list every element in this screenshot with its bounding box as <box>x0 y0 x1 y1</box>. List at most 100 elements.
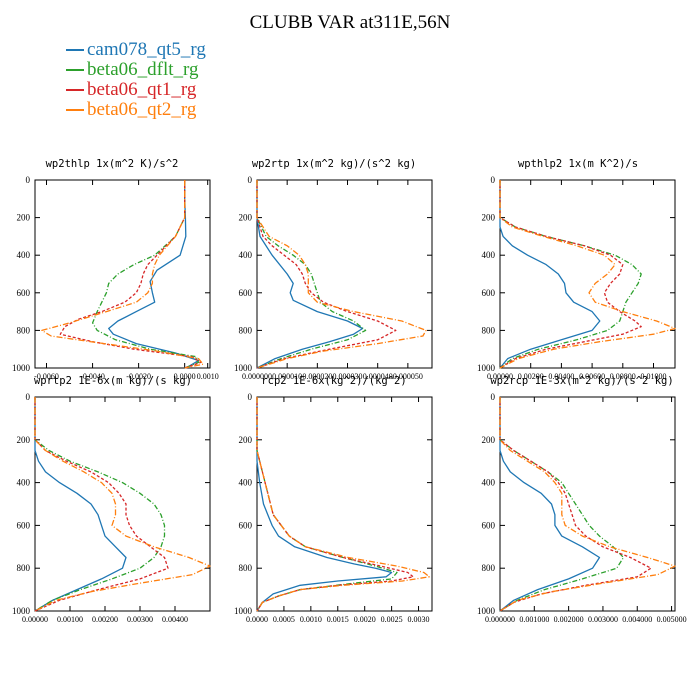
x-tick-label: 0.002000 <box>554 615 584 624</box>
y-tick-label: 600 <box>17 520 31 530</box>
x-tick-label: 0.000050 <box>393 372 423 381</box>
x-tick-label: 0.005000 <box>657 615 687 624</box>
x-tick-label: 0.00200 <box>518 372 544 381</box>
axes-frame <box>256 396 433 612</box>
axes-frame <box>499 179 676 369</box>
series-line-4 <box>256 180 427 369</box>
y-tick-label: 1000 <box>477 363 496 373</box>
series-line-1 <box>34 397 127 612</box>
y-tick-label: 0 <box>26 175 31 185</box>
y-tick-label: 200 <box>17 213 31 223</box>
x-tick-label: 0.00200 <box>92 615 118 624</box>
x-tick-label: 0.0030 <box>408 615 430 624</box>
axes-frame <box>34 396 211 612</box>
x-tick-label: 0.000000 <box>242 372 272 381</box>
y-tick-label: 400 <box>482 250 496 260</box>
series-line-1 <box>499 180 601 369</box>
series-line-1 <box>499 397 601 612</box>
x-tick-label: 0.000010 <box>272 372 302 381</box>
legend-item-beta06-qt2-rg: beta06_qt2_rg <box>66 100 206 120</box>
y-tick-label: 800 <box>239 563 253 573</box>
y-tick-label: 400 <box>482 478 496 488</box>
series-line-4 <box>256 397 430 612</box>
legend-swatch <box>66 69 84 71</box>
y-tick-label: 1000 <box>12 606 31 616</box>
legend-swatch <box>66 109 84 111</box>
x-tick-label: 0.000020 <box>302 372 332 381</box>
x-tick-label: -0.0040 <box>80 372 105 381</box>
series-line-3 <box>59 180 202 369</box>
y-tick-label: 800 <box>239 325 253 335</box>
x-tick-label: 0.0025 <box>381 615 403 624</box>
y-tick-label: 400 <box>239 250 253 260</box>
series-line-4 <box>499 180 676 369</box>
x-tick-label: 0.00800 <box>610 372 636 381</box>
y-tick-label: 600 <box>239 288 253 298</box>
y-tick-label: 600 <box>239 520 253 530</box>
legend-label: cam078_qt5_rg <box>87 39 206 60</box>
y-tick-label: 400 <box>17 250 31 260</box>
panel-title-wpthlp2: wpthlp2 1x(m K^2)/s <box>517 158 639 170</box>
legend-label: beta06_dflt_rg <box>87 59 199 80</box>
y-tick-label: 200 <box>239 213 253 223</box>
legend-swatch <box>66 49 84 51</box>
x-tick-label: -0.0020 <box>126 372 151 381</box>
legend-item-beta06-qt1-rg: beta06_qt1_rg <box>66 80 206 100</box>
panel-title-wp2rtp: wp2rtp 1x(m^2 kg)/(s^2 kg) <box>251 158 417 170</box>
x-tick-label: 0.000000 <box>485 615 515 624</box>
series-line-4 <box>41 180 204 369</box>
y-tick-label: 600 <box>482 520 496 530</box>
x-tick-label: 0.0010 <box>197 372 219 381</box>
x-tick-label: -0.0060 <box>34 372 59 381</box>
series-line-2 <box>34 397 166 612</box>
x-tick-label: 0.0000 <box>246 615 268 624</box>
panel-1: 0 200 400 600 800 1000-0.0060 -0.0040 -0.0020 0.… <box>12 175 219 381</box>
chart-title: CLUBB VAR at311E,56N <box>249 12 451 33</box>
y-tick-label: 1000 <box>234 606 253 616</box>
series-line-4 <box>34 397 211 612</box>
x-tick-label: 0.00600 <box>579 372 605 381</box>
x-tick-label: 0.000030 <box>333 372 363 381</box>
legend-label: beta06_qt1_rg <box>87 79 197 100</box>
x-tick-label: 0.0020 <box>354 615 376 624</box>
y-tick-label: 400 <box>239 478 253 488</box>
legend-item-cam078-qt5-rg: cam078_qt5_rg <box>66 40 206 60</box>
series-line-2 <box>256 397 398 612</box>
x-tick-label: 0.00400 <box>548 372 574 381</box>
legend-item-beta06-dflt-rg: beta06_dflt_rg <box>66 60 206 80</box>
series-line-3 <box>34 397 169 612</box>
series-line-1 <box>256 180 364 369</box>
y-tick-label: 0 <box>26 392 31 402</box>
y-tick-label: 400 <box>17 478 31 488</box>
x-tick-label: 0.0000 <box>174 372 196 381</box>
series-line-1 <box>108 180 200 369</box>
panel-title-wprtp2: wprtp2 1E-6x(m kg)/(s kg) <box>33 375 193 387</box>
y-tick-label: 600 <box>482 288 496 298</box>
series-line-4 <box>499 397 676 612</box>
y-tick-label: 800 <box>482 563 496 573</box>
y-tick-label: 600 <box>17 288 31 298</box>
x-tick-label: 0.00100 <box>57 615 83 624</box>
x-tick-label: 0.00000 <box>487 372 513 381</box>
series-line-1 <box>256 397 393 612</box>
y-tick-label: 800 <box>482 325 496 335</box>
axes-frame <box>34 179 211 369</box>
x-tick-label: 0.0005 <box>273 615 295 624</box>
x-tick-label: 0.000040 <box>363 372 393 381</box>
x-tick-label: 0.01000 <box>641 372 667 381</box>
y-tick-label: 0 <box>248 175 253 185</box>
panel-title-wp2thlp: wp2thlp 1x(m^2 K)/s^2 <box>45 158 179 170</box>
legend-swatch <box>66 89 84 91</box>
series-line-3 <box>256 397 414 612</box>
y-tick-label: 1000 <box>477 606 496 616</box>
x-tick-label: 0.00000 <box>22 615 48 624</box>
y-tick-label: 1000 <box>12 363 31 373</box>
series-line-3 <box>256 180 397 369</box>
legend: cam078_qt5_rg beta06_dflt_rg beta06_qt1_… <box>66 40 206 120</box>
x-tick-label: 0.003000 <box>588 615 618 624</box>
x-tick-label: 0.001000 <box>519 615 549 624</box>
